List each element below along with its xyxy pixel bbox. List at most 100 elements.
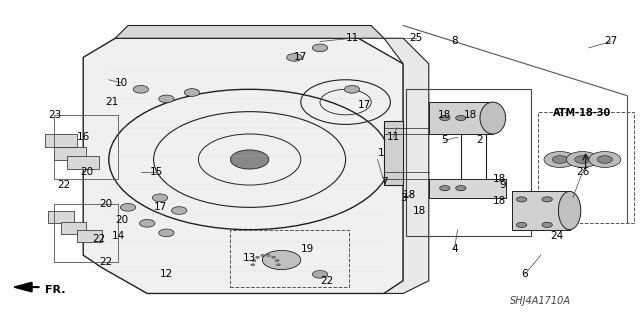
Text: 4: 4 bbox=[451, 244, 458, 254]
Circle shape bbox=[172, 207, 187, 214]
Circle shape bbox=[252, 260, 256, 262]
Text: 11: 11 bbox=[387, 132, 400, 142]
Polygon shape bbox=[384, 121, 403, 185]
Text: 8: 8 bbox=[451, 36, 458, 47]
Circle shape bbox=[184, 89, 200, 96]
Circle shape bbox=[589, 152, 621, 167]
Circle shape bbox=[456, 186, 466, 191]
Text: 9: 9 bbox=[499, 180, 506, 190]
Circle shape bbox=[552, 156, 568, 163]
Text: 16: 16 bbox=[77, 132, 90, 142]
Text: 18: 18 bbox=[493, 174, 506, 184]
Circle shape bbox=[456, 115, 466, 121]
Text: 17: 17 bbox=[154, 202, 166, 212]
Bar bbox=[406, 89, 531, 236]
Polygon shape bbox=[14, 282, 32, 292]
Text: 22: 22 bbox=[93, 234, 106, 244]
Text: 18: 18 bbox=[413, 205, 426, 216]
Circle shape bbox=[440, 186, 450, 191]
Text: 21: 21 bbox=[106, 97, 118, 107]
Text: 6: 6 bbox=[522, 269, 528, 279]
Bar bbox=[45, 134, 77, 147]
Text: 23: 23 bbox=[48, 110, 61, 120]
Text: 18: 18 bbox=[464, 110, 477, 120]
Circle shape bbox=[597, 156, 612, 163]
Text: 20: 20 bbox=[99, 199, 112, 209]
Bar bbox=[538, 112, 634, 223]
Circle shape bbox=[312, 44, 328, 52]
Circle shape bbox=[312, 271, 328, 278]
Circle shape bbox=[230, 150, 269, 169]
Bar bbox=[429, 102, 493, 134]
Polygon shape bbox=[115, 26, 384, 38]
Circle shape bbox=[159, 95, 174, 103]
Circle shape bbox=[266, 255, 270, 256]
Text: 17: 17 bbox=[358, 100, 371, 110]
Text: 12: 12 bbox=[160, 269, 173, 279]
Text: 22: 22 bbox=[320, 276, 333, 286]
Text: 11: 11 bbox=[346, 33, 358, 43]
Circle shape bbox=[575, 156, 590, 163]
Circle shape bbox=[276, 264, 280, 266]
Text: 1: 1 bbox=[378, 148, 384, 158]
Bar bbox=[54, 204, 118, 262]
Text: 18: 18 bbox=[403, 189, 416, 200]
Text: 3: 3 bbox=[400, 193, 406, 203]
Text: 5: 5 bbox=[442, 135, 448, 145]
Circle shape bbox=[65, 224, 82, 232]
Circle shape bbox=[52, 213, 69, 221]
Text: 19: 19 bbox=[301, 244, 314, 254]
Bar bbox=[48, 211, 74, 223]
Bar bbox=[512, 191, 570, 230]
Ellipse shape bbox=[558, 191, 581, 230]
Text: 22: 22 bbox=[58, 180, 70, 190]
Text: 10: 10 bbox=[115, 78, 128, 88]
Text: 24: 24 bbox=[550, 231, 563, 241]
Circle shape bbox=[74, 158, 93, 167]
Circle shape bbox=[542, 222, 552, 227]
Circle shape bbox=[51, 136, 70, 145]
Circle shape bbox=[140, 219, 155, 227]
Text: SHJ4A1710A: SHJ4A1710A bbox=[510, 296, 572, 306]
Circle shape bbox=[261, 255, 265, 256]
Text: 13: 13 bbox=[243, 253, 256, 263]
Circle shape bbox=[271, 256, 275, 258]
Circle shape bbox=[251, 264, 255, 266]
Text: 18: 18 bbox=[493, 196, 506, 206]
Circle shape bbox=[542, 197, 552, 202]
Bar bbox=[54, 147, 86, 160]
Text: FR.: FR. bbox=[45, 285, 65, 295]
Circle shape bbox=[516, 222, 527, 227]
Text: 17: 17 bbox=[294, 52, 307, 63]
Text: 18: 18 bbox=[438, 110, 451, 120]
Circle shape bbox=[159, 229, 174, 237]
Text: 20: 20 bbox=[80, 167, 93, 177]
Bar bbox=[77, 230, 102, 242]
Text: 2: 2 bbox=[477, 135, 483, 145]
Bar bbox=[429, 179, 506, 198]
Ellipse shape bbox=[480, 102, 506, 134]
Text: ATM-18-30: ATM-18-30 bbox=[553, 108, 612, 118]
Bar bbox=[230, 230, 349, 287]
Bar bbox=[61, 222, 86, 234]
Circle shape bbox=[440, 115, 450, 121]
Circle shape bbox=[566, 152, 598, 167]
Circle shape bbox=[152, 194, 168, 202]
Text: 22: 22 bbox=[99, 256, 112, 267]
Polygon shape bbox=[384, 38, 429, 293]
Circle shape bbox=[81, 232, 98, 240]
Circle shape bbox=[516, 197, 527, 202]
Bar bbox=[67, 156, 99, 169]
Text: 26: 26 bbox=[576, 167, 589, 177]
Circle shape bbox=[544, 152, 576, 167]
Circle shape bbox=[61, 148, 80, 158]
Bar bbox=[54, 115, 118, 179]
Polygon shape bbox=[83, 38, 403, 293]
Text: 14: 14 bbox=[112, 231, 125, 241]
Circle shape bbox=[120, 204, 136, 211]
Circle shape bbox=[287, 54, 302, 61]
Circle shape bbox=[256, 256, 260, 258]
Text: 7: 7 bbox=[381, 177, 387, 187]
Circle shape bbox=[275, 260, 279, 262]
Circle shape bbox=[344, 85, 360, 93]
